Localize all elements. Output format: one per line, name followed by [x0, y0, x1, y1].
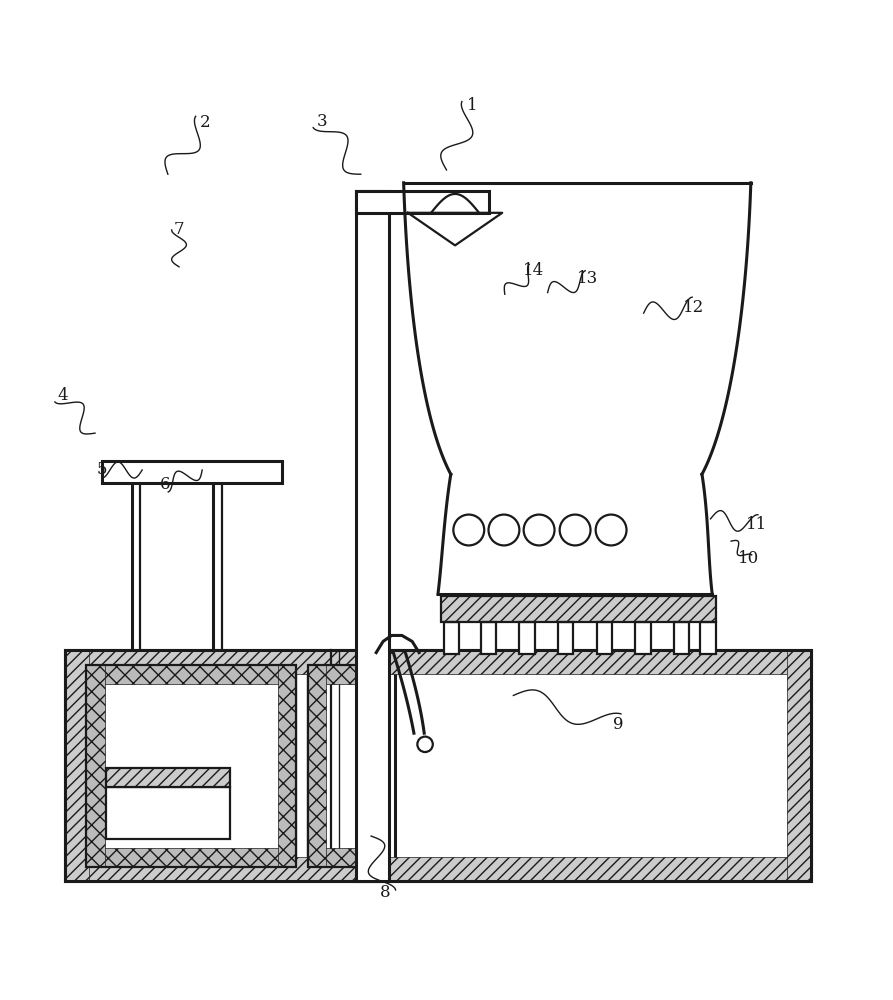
Text: 8: 8 [380, 884, 390, 901]
Bar [106, 768, 230, 787]
Bar [106, 787, 230, 839]
Text: 5: 5 [96, 461, 107, 478]
Bar [65, 650, 811, 881]
Bar [65, 857, 811, 881]
Text: 6: 6 [160, 476, 171, 493]
Text: 1: 1 [467, 97, 478, 114]
Bar [65, 650, 811, 674]
Text: 2: 2 [199, 114, 210, 131]
Text: 12: 12 [683, 299, 704, 316]
Text: 3: 3 [317, 113, 328, 130]
Bar [307, 665, 383, 867]
Bar [65, 650, 811, 881]
Bar [102, 461, 282, 483]
Bar [395, 665, 797, 867]
Bar [87, 665, 296, 867]
Bar [87, 665, 105, 867]
Bar [307, 848, 383, 867]
Bar [356, 191, 489, 213]
Bar [480, 622, 497, 654]
Text: 11: 11 [747, 516, 767, 533]
Bar [597, 622, 612, 654]
Bar [356, 191, 389, 881]
Bar [278, 665, 296, 867]
Bar [65, 650, 89, 881]
Text: 13: 13 [578, 270, 598, 287]
Text: 10: 10 [738, 550, 759, 567]
Bar [106, 768, 230, 787]
Bar [441, 596, 715, 622]
Bar [520, 622, 535, 654]
Bar [87, 665, 296, 867]
Bar [700, 622, 715, 654]
Bar [87, 665, 296, 684]
Bar [444, 622, 459, 654]
Bar [558, 622, 573, 654]
Bar [307, 665, 383, 684]
Text: 4: 4 [57, 387, 68, 404]
Text: 9: 9 [613, 716, 623, 733]
Bar [441, 596, 715, 622]
Text: 14: 14 [523, 262, 545, 279]
Bar [307, 665, 327, 867]
Text: 7: 7 [174, 221, 184, 238]
Bar [87, 848, 296, 867]
Bar [787, 650, 811, 881]
Bar [673, 622, 689, 654]
Circle shape [417, 737, 433, 752]
Bar [307, 665, 383, 867]
Bar [364, 665, 383, 867]
Bar [635, 622, 650, 654]
